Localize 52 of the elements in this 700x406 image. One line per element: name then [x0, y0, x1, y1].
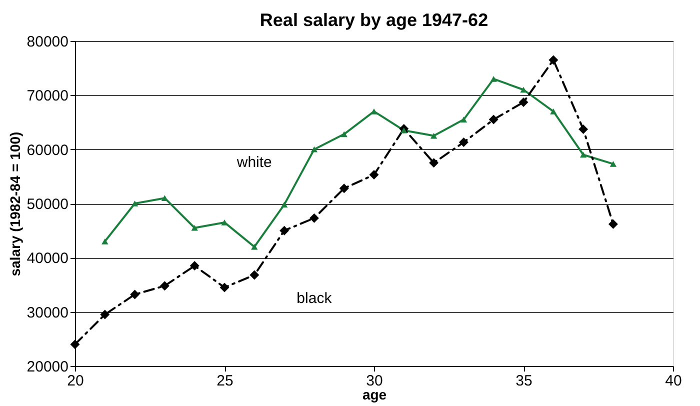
point [430, 132, 438, 139]
x-tick-label: 40 [665, 372, 682, 390]
x-axis-title: age [362, 386, 387, 402]
point [310, 146, 318, 152]
y-tick-label: 30000 [26, 304, 68, 322]
point [488, 114, 498, 124]
y-axis-title: salary (1982-84 = 100) [6, 132, 23, 276]
point [280, 202, 288, 208]
point [309, 213, 319, 223]
x-tick-label: 20 [67, 372, 84, 390]
point [191, 224, 198, 231]
point [280, 226, 290, 236]
point [608, 219, 618, 229]
point [550, 108, 557, 114]
point [400, 127, 408, 134]
point [520, 86, 527, 93]
point [251, 244, 258, 250]
point [460, 116, 468, 122]
point [100, 310, 110, 320]
x-tick-label: 30 [366, 372, 383, 390]
point [339, 184, 349, 194]
point [458, 138, 468, 148]
point [580, 152, 587, 158]
point [370, 108, 378, 114]
point [340, 131, 348, 138]
point [548, 55, 558, 65]
point [102, 238, 108, 244]
point [160, 281, 170, 291]
y-tick-label: 80000 [26, 34, 68, 50]
y-tick-label: 40000 [26, 250, 68, 268]
y-tick-label: 70000 [26, 88, 68, 105]
point [369, 170, 379, 180]
point [131, 200, 138, 206]
point [220, 282, 230, 292]
point [610, 161, 617, 167]
point [429, 158, 439, 168]
x-tick-label: 35 [516, 372, 532, 390]
point [161, 195, 168, 201]
x-tick-label: 25 [216, 372, 234, 390]
point [190, 261, 200, 271]
point [578, 124, 588, 134]
point [70, 340, 80, 350]
y-tick-label: 60000 [26, 142, 68, 159]
point [518, 97, 528, 107]
chart-title: Real salary by age 1947-62 [260, 10, 488, 30]
y-tick-label: 20000 [26, 358, 68, 376]
series-label: white [236, 154, 272, 171]
y-tick-label: 50000 [26, 196, 68, 213]
point [250, 270, 260, 280]
point [130, 290, 140, 300]
point [490, 76, 497, 82]
text: black [296, 290, 332, 308]
